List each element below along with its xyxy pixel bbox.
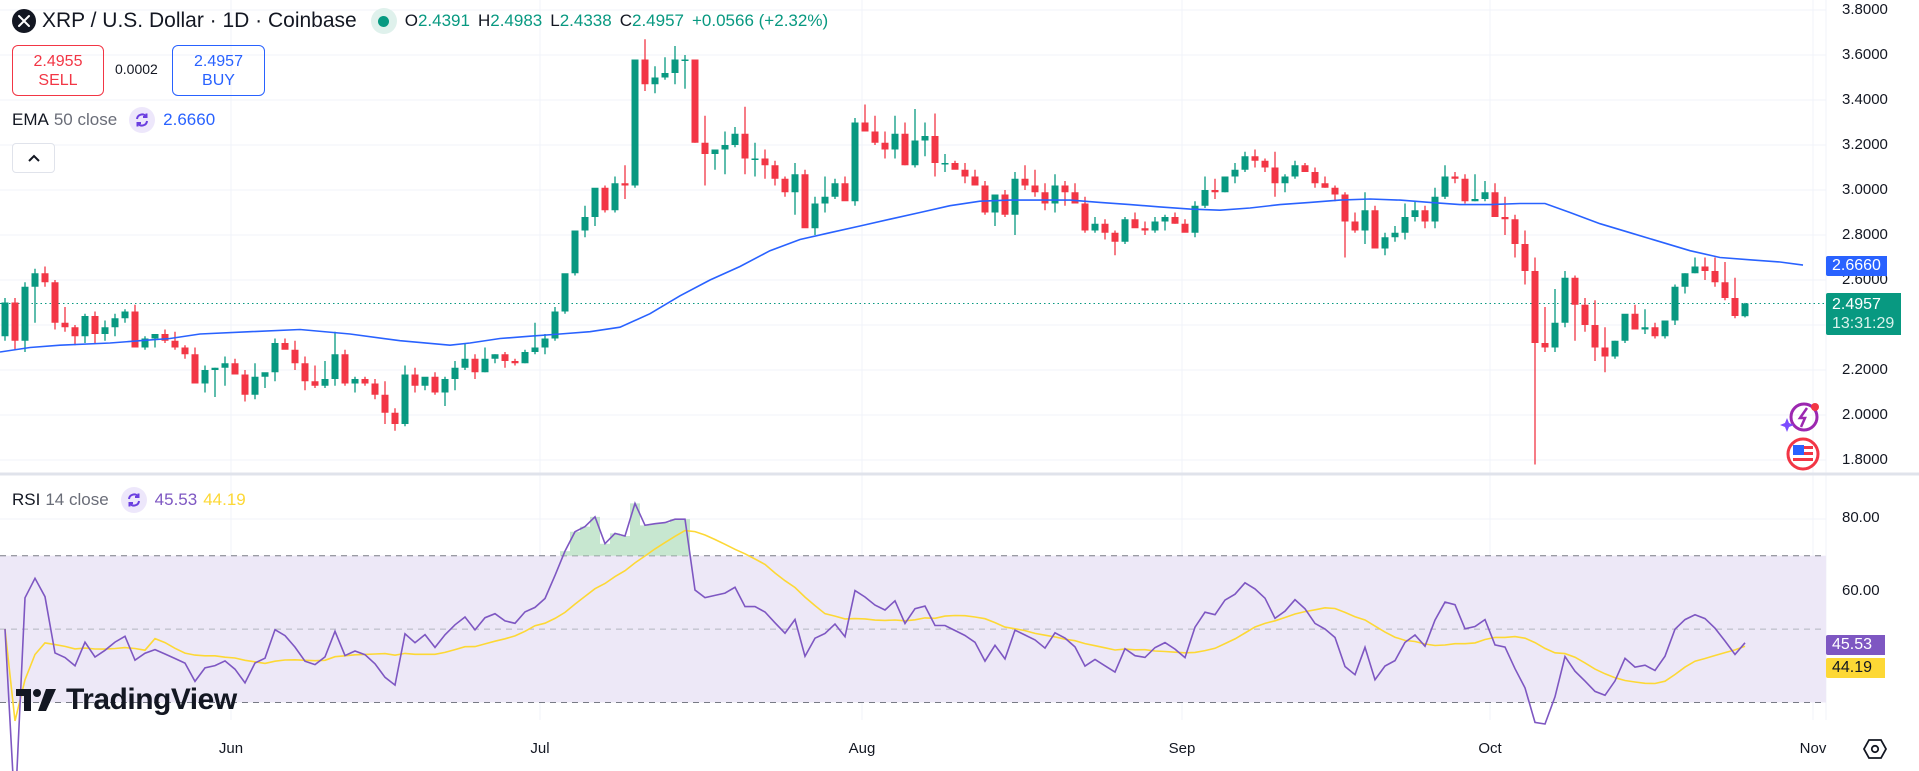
open-value: 2.4391: [417, 11, 470, 30]
xrp-logo-icon: [12, 9, 36, 33]
watermark-text: TradingView: [66, 683, 237, 716]
change-value: +0.0566 (+2.32%): [692, 11, 829, 30]
candlesticks: [1, 39, 1749, 465]
month-label: Jun: [218, 740, 244, 757]
ema-args: 50 close: [53, 110, 118, 129]
month-label: Aug: [848, 740, 876, 757]
market-open-dot-icon: [370, 8, 397, 34]
price-tick: 1.8000: [1842, 451, 1888, 468]
sync-icon[interactable]: [129, 107, 156, 133]
ema-legend[interactable]: EMA 50 close 2.6660: [12, 107, 215, 133]
ema-name: EMA: [12, 110, 49, 129]
last-price-tag: 2.4957 13:31:29: [1826, 293, 1901, 335]
bar-countdown: 13:31:29: [1832, 315, 1895, 332]
lightning-alert-icon[interactable]: [1780, 400, 1824, 441]
price-tick: 3.6000: [1842, 46, 1888, 63]
price-tick: 3.8000: [1842, 1, 1888, 18]
month-label: Jul: [530, 740, 550, 757]
buy-label: BUY: [202, 71, 235, 89]
price-tick: 2.0000: [1842, 406, 1888, 423]
high-value: 2.4983: [490, 11, 543, 30]
ema-line: [0, 198, 1804, 353]
ema-value: 2.6660: [163, 110, 216, 129]
sell-label: SELL: [38, 71, 78, 89]
buy-price: 2.4957: [194, 52, 243, 70]
rsi-value-tag: 45.53: [1826, 635, 1885, 655]
chevron-up-icon: [27, 154, 40, 162]
high-label: H: [477, 11, 491, 30]
rsi-value: 45.53: [154, 490, 198, 509]
rsi-args: 14 close: [45, 490, 109, 509]
last-price: 2.4957: [1832, 296, 1881, 313]
rsi-tick: 60.00: [1842, 582, 1880, 599]
close-label: C: [619, 11, 632, 30]
sync-icon[interactable]: [120, 487, 147, 513]
rsi-tick: 80.00: [1842, 509, 1880, 526]
ohlc-values: O 2.4391 H 2.4983 L 2.4338 C 2.4957 +0.0566 …: [405, 11, 828, 31]
rsi-legend[interactable]: RSI 14 close 45.53 44.19: [12, 487, 246, 513]
rsi-name: RSI: [12, 490, 41, 509]
collapse-legend-button[interactable]: [12, 143, 55, 173]
price-tick: 3.0000: [1842, 181, 1888, 198]
tradingview-watermark: TradingView: [16, 683, 237, 717]
close-value: 2.4957: [632, 11, 684, 30]
us-flag-icon[interactable]: [1786, 437, 1820, 476]
price-tick: 2.2000: [1842, 361, 1888, 378]
rsi-overbought-fill: [560, 503, 690, 556]
settings-gear-icon[interactable]: [1862, 737, 1888, 766]
rsi-level-lines: [0, 555, 1826, 703]
sell-price: 2.4955: [33, 52, 83, 70]
sell-button[interactable]: 2.4955 SELL: [12, 45, 104, 96]
rsi-line: [4, 501, 1746, 771]
rsi-ma-value-tag: 44.19: [1826, 658, 1885, 678]
month-label: Oct: [1478, 740, 1502, 757]
low-label: L: [550, 11, 560, 30]
low-value: 2.4338: [559, 11, 612, 30]
buy-button[interactable]: 2.4957 BUY: [172, 45, 265, 96]
month-label: Sep: [1168, 740, 1196, 757]
rsi-ma-line: [4, 529, 1746, 722]
price-tick: 3.4000: [1842, 91, 1888, 108]
rsi-ma-value: 44.19: [203, 490, 246, 509]
tradingview-logo-icon: [16, 689, 56, 711]
symbol-title[interactable]: XRP / U.S. Dollar · 1D · Coinbase: [42, 9, 357, 32]
open-label: O: [404, 11, 418, 30]
spread-value: 0.0002: [115, 61, 158, 77]
price-tick: 3.2000: [1842, 136, 1888, 153]
month-label: Nov: [1799, 740, 1827, 757]
price-tick: 2.8000: [1842, 226, 1888, 243]
ema-price-tag: 2.6660: [1826, 256, 1887, 276]
symbol-legend: XRP / U.S. Dollar · 1D · Coinbase O 2.439…: [12, 8, 828, 34]
